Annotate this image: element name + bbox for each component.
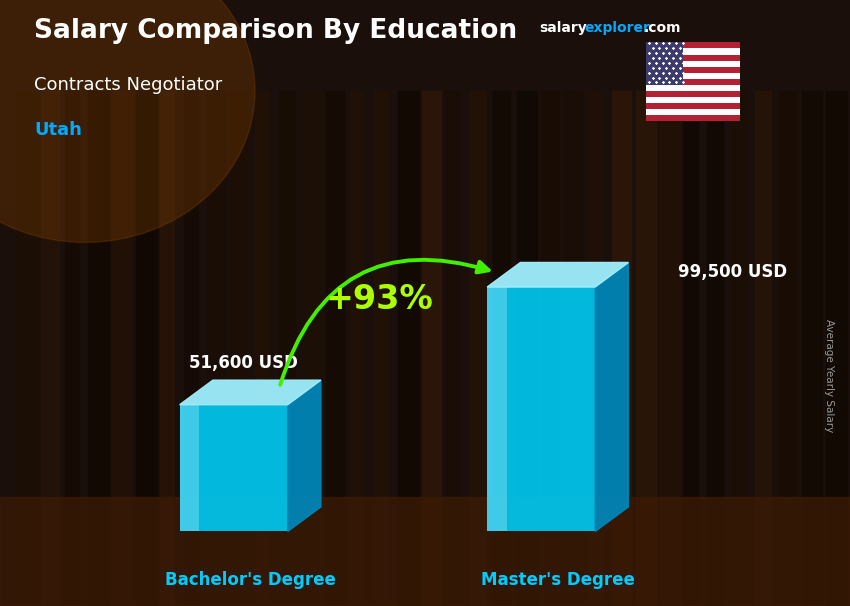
Bar: [136, 91, 157, 606]
Bar: [646, 91, 740, 97]
Bar: [398, 91, 418, 606]
Bar: [374, 91, 388, 606]
Bar: [646, 55, 740, 61]
Bar: [160, 91, 174, 606]
Bar: [112, 91, 131, 606]
Bar: [646, 73, 740, 79]
Bar: [646, 42, 740, 48]
Bar: [660, 91, 680, 606]
Bar: [279, 91, 295, 606]
Bar: [731, 91, 746, 606]
Bar: [646, 48, 740, 55]
Bar: [65, 91, 79, 606]
Bar: [646, 109, 740, 115]
Bar: [487, 287, 507, 531]
Bar: [755, 91, 771, 606]
Text: salary: salary: [540, 21, 587, 35]
Bar: [541, 91, 559, 606]
Bar: [0, 497, 850, 606]
Ellipse shape: [0, 0, 255, 242]
Bar: [802, 91, 822, 606]
Text: 51,600 USD: 51,600 USD: [190, 353, 298, 371]
Bar: [683, 91, 698, 606]
Polygon shape: [487, 262, 628, 287]
Bar: [469, 91, 485, 606]
Polygon shape: [287, 380, 321, 531]
Bar: [646, 85, 740, 91]
Bar: [646, 115, 740, 121]
Bar: [255, 91, 269, 606]
Bar: [612, 91, 632, 606]
Text: explorer: explorer: [585, 21, 650, 35]
Bar: [646, 103, 740, 109]
Bar: [445, 91, 459, 606]
Text: 99,500 USD: 99,500 USD: [678, 263, 787, 281]
Bar: [207, 91, 224, 606]
Bar: [646, 79, 740, 85]
Bar: [517, 91, 537, 606]
Text: Utah: Utah: [34, 121, 82, 139]
Text: Salary Comparison By Education: Salary Comparison By Education: [34, 18, 517, 44]
Bar: [493, 91, 510, 606]
Text: Contracts Negotiator: Contracts Negotiator: [34, 76, 222, 94]
Bar: [88, 91, 109, 606]
Text: +93%: +93%: [326, 282, 433, 316]
Bar: [231, 91, 246, 606]
Bar: [179, 405, 199, 531]
Bar: [646, 42, 683, 85]
Bar: [779, 91, 796, 606]
Bar: [564, 91, 581, 606]
Polygon shape: [179, 380, 321, 405]
Bar: [41, 91, 59, 606]
Bar: [350, 91, 363, 606]
Bar: [646, 97, 740, 103]
Text: .com: .com: [643, 21, 681, 35]
Bar: [646, 61, 740, 67]
Bar: [422, 91, 441, 606]
Bar: [326, 91, 343, 606]
Bar: [646, 67, 740, 73]
Bar: [179, 405, 287, 531]
Text: Average Yearly Salary: Average Yearly Salary: [824, 319, 834, 432]
Bar: [707, 91, 722, 606]
Bar: [303, 91, 322, 606]
Text: Bachelor's Degree: Bachelor's Degree: [165, 571, 336, 589]
Bar: [588, 91, 603, 606]
Polygon shape: [595, 262, 628, 531]
Bar: [487, 287, 595, 531]
Bar: [826, 91, 847, 606]
Bar: [184, 91, 198, 606]
Bar: [17, 91, 38, 606]
Bar: [636, 91, 656, 606]
Text: Master's Degree: Master's Degree: [481, 571, 635, 589]
